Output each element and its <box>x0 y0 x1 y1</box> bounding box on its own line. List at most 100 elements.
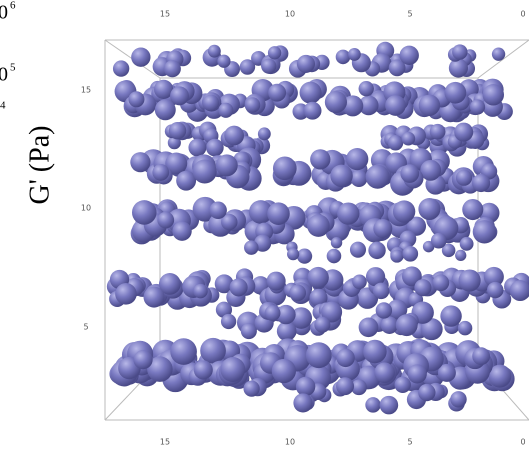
sphere <box>314 317 330 333</box>
sphere <box>487 282 503 298</box>
sphere <box>365 397 380 412</box>
sphere <box>304 102 322 120</box>
sphere <box>130 152 150 172</box>
sphere <box>193 284 208 299</box>
left-fragment: 0 <box>0 2 8 24</box>
sphere <box>164 60 181 77</box>
sphere <box>230 278 248 296</box>
sphere <box>241 323 257 339</box>
left-fragment: 0 <box>0 64 8 86</box>
sphere <box>393 200 415 222</box>
sphere <box>388 135 404 151</box>
sphere <box>307 214 330 237</box>
sphere <box>287 248 299 260</box>
sphere <box>172 221 191 240</box>
exponent: 4 <box>0 100 6 112</box>
sphere <box>245 97 260 112</box>
sphere <box>144 287 165 308</box>
sphere <box>431 233 447 249</box>
sphere <box>432 274 449 291</box>
sphere <box>115 283 137 305</box>
sphere <box>454 123 473 142</box>
sphere <box>261 59 276 74</box>
sphere <box>418 384 435 401</box>
sphere <box>373 219 392 238</box>
sphere <box>265 305 281 321</box>
sphere <box>472 347 490 365</box>
sphere <box>243 381 259 397</box>
sphere <box>374 362 395 383</box>
sphere <box>470 99 485 114</box>
sphere <box>307 267 328 288</box>
sphere <box>325 91 347 113</box>
sphere <box>348 48 361 61</box>
sphere <box>267 272 286 291</box>
sphere <box>445 82 467 104</box>
sphere <box>359 81 374 96</box>
sphere <box>258 127 271 140</box>
sphere <box>193 159 217 183</box>
sphere <box>346 148 368 170</box>
sphere <box>472 174 490 192</box>
sphere <box>440 305 461 326</box>
sphere <box>385 95 406 116</box>
sphere <box>352 274 367 289</box>
top-tick-label: 0 <box>520 10 525 19</box>
sphere <box>452 44 467 59</box>
sphere <box>350 242 366 258</box>
sphere <box>450 391 466 407</box>
sphere <box>400 46 419 65</box>
sphere <box>297 55 315 73</box>
sphere <box>336 349 354 367</box>
left-tick-label: 15 <box>81 86 91 95</box>
bottom-tick-label: 5 <box>407 438 412 447</box>
sphere <box>133 350 152 369</box>
sphere <box>221 314 236 329</box>
sphere <box>414 279 431 296</box>
sphere <box>359 317 379 337</box>
sphere <box>200 338 226 364</box>
sphere <box>462 199 483 220</box>
left-tick-label: 10 <box>81 204 91 213</box>
sphere <box>217 55 230 68</box>
sphere <box>203 95 219 111</box>
sphere <box>300 82 322 104</box>
sphere <box>296 377 315 396</box>
axis-title: G' (Pa) <box>24 126 55 205</box>
sphere <box>131 48 150 67</box>
sphere <box>408 364 427 383</box>
sphere <box>368 242 385 259</box>
sphere <box>380 396 399 415</box>
sphere <box>218 103 233 118</box>
sphere <box>330 165 352 187</box>
sphere <box>272 359 296 383</box>
figure: 0 6 0 5 4 G' (Pa) 15105015105015105 <box>0 0 529 450</box>
sphere <box>396 314 418 336</box>
sphere <box>456 170 472 186</box>
sphere <box>337 202 359 224</box>
sphere <box>157 212 174 229</box>
sphere <box>224 126 244 146</box>
sphere <box>430 124 446 140</box>
sphere-cloud <box>107 42 529 415</box>
sphere <box>492 47 505 60</box>
sphere <box>449 58 468 77</box>
sphere <box>363 340 387 364</box>
sphere <box>402 246 418 262</box>
sphere <box>390 249 403 262</box>
bottom-tick-label: 0 <box>520 438 525 447</box>
sphere <box>268 46 281 59</box>
sphere <box>267 202 290 225</box>
sphere <box>310 149 330 169</box>
sphere <box>293 393 312 412</box>
sphere <box>220 357 245 382</box>
sphere <box>327 249 342 264</box>
top-tick-label: 10 <box>285 10 295 19</box>
sphere <box>336 50 351 65</box>
sphere <box>216 154 238 176</box>
sphere <box>336 377 354 395</box>
top-tick-label: 15 <box>160 10 170 19</box>
sphere <box>273 156 297 180</box>
sphere <box>350 170 367 187</box>
sphere <box>208 45 221 58</box>
